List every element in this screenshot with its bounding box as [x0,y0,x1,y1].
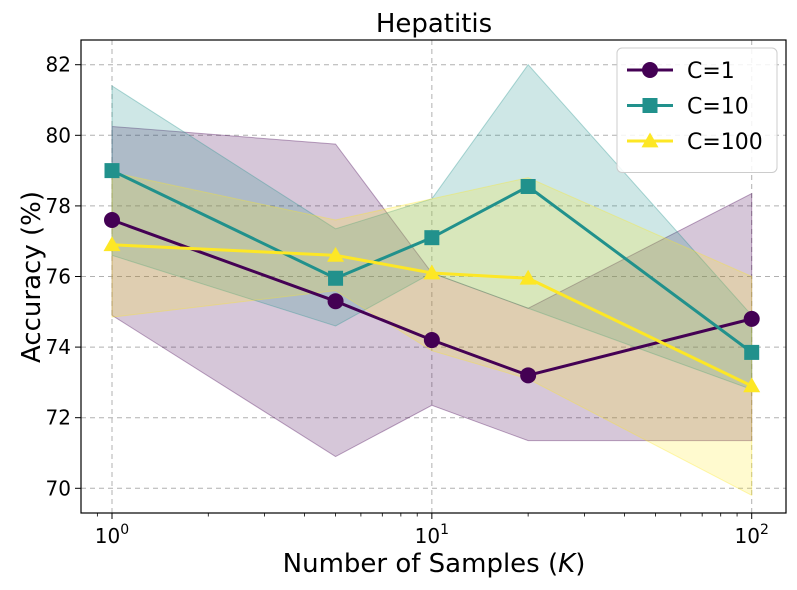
point-C=100 [103,236,121,252]
chart-title: Hepatitis [376,9,492,39]
y-tick-label: 78 [46,194,71,218]
point-C=100 [423,264,441,280]
point-C=10 [328,270,344,286]
y-axis-label: Accuracy (%) [17,191,47,363]
y-tick-label: 82 [46,53,71,77]
legend-marker-C=100 [641,132,659,148]
point-C=1 [327,293,344,310]
legend: C=1 C=10 C=100 [616,47,778,173]
x-tick-label: 102 [735,522,769,548]
point-C=100 [519,269,537,285]
x-axis-label: Number of Samples (K) [283,549,586,579]
legend-label-C=10: C=10 [687,95,749,120]
legend-label-C=1: C=1 [687,59,735,84]
legend-label-C=100: C=100 [687,130,763,155]
point-C=100 [327,246,345,262]
x-axis-label-variable: K [558,549,577,579]
y-tick-label: 70 [46,476,71,500]
series-markers [103,163,761,393]
point-C=1 [520,367,537,384]
x-tick-label: 101 [415,522,449,548]
axis-ticks [75,64,753,519]
point-C=1 [743,310,760,327]
point-C=10 [104,163,120,179]
x-axis-label-suffix: ) [575,549,585,579]
point-C=10 [520,178,536,194]
y-tick-label: 80 [46,123,71,147]
point-C=10 [744,344,760,360]
x-tick-label: 100 [95,522,129,548]
band-C=1 [111,125,753,458]
point-C=1 [423,332,440,349]
legend-marker-C=10 [642,98,658,113]
legend-marker-C=1 [642,62,658,78]
grid-lines [81,40,786,513]
point-C=10 [424,230,440,246]
y-tick-label: 74 [46,335,71,359]
axis-tick-labels: 70 72 74 76 78 80 82 100 101 102 [46,53,769,548]
y-tick-label: 76 [46,265,71,289]
point-C=1 [103,212,120,229]
y-tick-label: 72 [46,406,71,430]
point-C=100 [743,377,761,393]
x-axis-label-prefix: Number of Samples ( [283,549,558,579]
